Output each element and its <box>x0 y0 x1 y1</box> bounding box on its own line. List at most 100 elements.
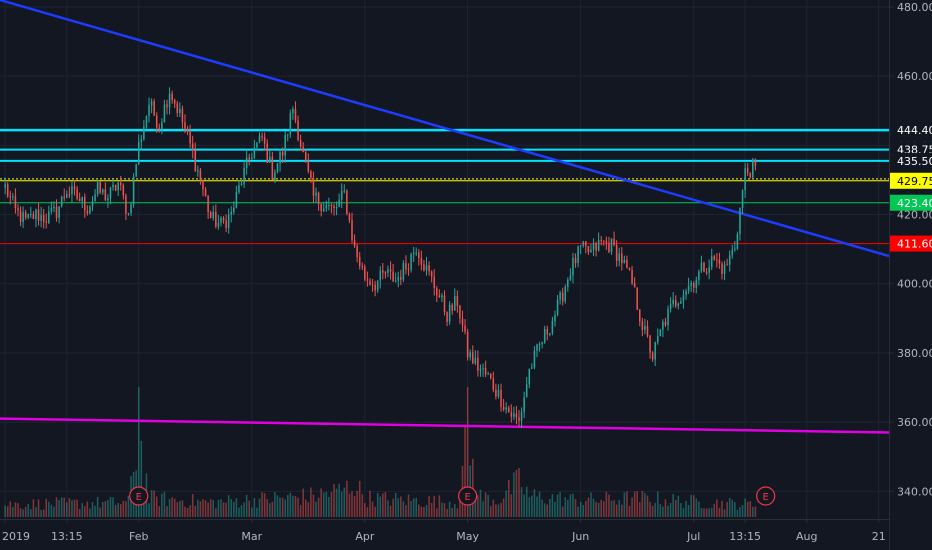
volume-bar <box>721 500 723 517</box>
candle-body <box>42 214 45 222</box>
candle-body <box>343 190 346 192</box>
candle-body <box>590 249 592 253</box>
volume-bar <box>436 508 438 517</box>
candle-body <box>40 214 42 221</box>
volume-bar <box>163 491 166 517</box>
volume-bar <box>590 492 592 517</box>
volume-bar <box>405 505 407 517</box>
volume-bar <box>6 506 9 517</box>
horizontal-levels[interactable] <box>0 128 889 245</box>
candle-body <box>448 304 451 322</box>
volume-bar <box>687 504 690 517</box>
volume-bar <box>17 503 19 517</box>
candle-body <box>621 253 623 264</box>
volume-bar <box>744 498 746 517</box>
volume-bar <box>119 504 122 517</box>
candle-body <box>402 263 405 280</box>
trend-lines[interactable] <box>0 0 890 434</box>
candle-body <box>477 357 479 371</box>
candle-body <box>269 156 271 163</box>
candle-body <box>541 342 543 345</box>
volume-bar <box>698 501 700 517</box>
candle-body <box>538 344 541 346</box>
volume-bar <box>176 502 179 517</box>
volume-bar <box>197 499 199 517</box>
candle-body <box>387 269 389 274</box>
candle-body <box>243 167 245 184</box>
volume-bar <box>369 490 371 517</box>
volume-bar <box>433 495 435 517</box>
volume-bar <box>577 506 579 517</box>
volume-bar <box>222 502 225 517</box>
volume-bar <box>682 508 685 517</box>
volume-bar <box>215 508 217 517</box>
candle-body <box>253 147 256 158</box>
volume-bar <box>477 495 479 517</box>
volume-bar <box>739 507 741 517</box>
candle-body <box>469 352 471 358</box>
candle-body <box>718 259 721 264</box>
candle-body <box>55 206 58 218</box>
x-tick-label: Jun <box>571 530 589 543</box>
candle-body <box>680 301 682 304</box>
volume-bar <box>379 496 382 517</box>
candle-body <box>510 412 513 417</box>
volume-bar <box>96 496 99 517</box>
candle-body <box>281 152 284 156</box>
candle-body <box>464 325 466 332</box>
earnings-marker <box>756 486 776 506</box>
candle-body <box>430 271 433 277</box>
time-axis[interactable]: 2019 13:15 Feb Mar Apr May Jun Jul 13:15 Aug 21 <box>2 519 886 543</box>
candle-body <box>284 134 286 156</box>
candle-body <box>32 213 35 220</box>
candle-body <box>567 279 569 287</box>
volume-bar <box>73 499 76 517</box>
volume-bar <box>209 499 212 517</box>
volume-bar <box>654 502 656 517</box>
volume-bar <box>338 483 340 517</box>
volume-bar <box>525 486 528 517</box>
candle-body <box>37 209 40 221</box>
volume-bar <box>179 500 181 517</box>
candle-body <box>369 280 371 285</box>
volume-bar <box>230 499 233 517</box>
volume-bar <box>181 500 184 517</box>
candle-body <box>235 191 238 208</box>
candle-body <box>433 276 435 288</box>
candle-body <box>482 368 484 370</box>
candle-body <box>35 209 37 220</box>
candle-body <box>166 104 168 108</box>
volume-bar <box>32 499 35 517</box>
volume-bar <box>651 505 654 517</box>
volume-bar <box>253 498 256 517</box>
volume-bar <box>402 501 405 517</box>
volume-bar <box>127 495 130 517</box>
volume-bar <box>754 506 757 517</box>
volume-bar <box>479 489 482 517</box>
volume-bar <box>579 501 582 517</box>
candle-body <box>171 93 173 100</box>
volume-bar <box>42 509 45 517</box>
volume-bar <box>741 505 744 517</box>
volume-bar <box>677 495 680 517</box>
volume-bar <box>122 500 125 517</box>
candle-body <box>420 258 423 265</box>
volume-bar <box>117 503 119 517</box>
candle-body <box>353 240 356 247</box>
candle-body <box>63 196 66 198</box>
volume-bar <box>153 490 155 517</box>
volume-bar <box>30 509 32 517</box>
volume-bar <box>412 498 415 517</box>
candle-body <box>394 280 397 282</box>
candle-body <box>405 263 407 270</box>
candle-body <box>173 99 176 104</box>
candle-body <box>145 115 148 127</box>
volume-bar <box>564 497 567 517</box>
candle-body <box>677 303 680 306</box>
x-tick-label: Apr <box>355 530 375 543</box>
volume-bar <box>227 495 230 517</box>
volume-bar <box>641 490 644 517</box>
